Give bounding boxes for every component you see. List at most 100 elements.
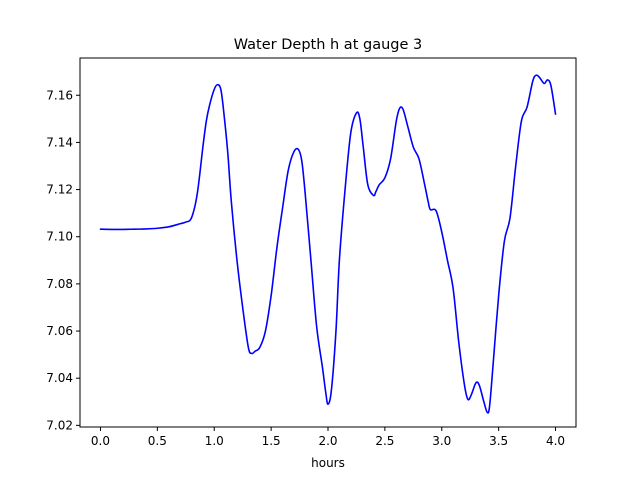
plot-area <box>80 58 576 427</box>
y-tick-label: 7.06 <box>46 324 73 338</box>
data-point <box>441 231 443 233</box>
data-point <box>539 77 541 79</box>
data-point <box>350 132 352 134</box>
data-point <box>555 113 557 115</box>
data-point <box>156 227 158 229</box>
data-point <box>310 259 312 261</box>
data-point <box>509 217 511 219</box>
x-tick-label: 0.5 <box>148 434 167 448</box>
y-tick-label: 7.08 <box>46 277 73 291</box>
x-tick-label: 1.5 <box>262 434 281 448</box>
data-point <box>251 352 253 354</box>
data-point <box>550 85 552 87</box>
series-line-water-depth <box>99 74 557 414</box>
data-point <box>242 306 244 308</box>
data-point <box>492 365 494 367</box>
data-point <box>378 184 380 186</box>
data-point <box>202 146 204 148</box>
data-point <box>276 248 278 250</box>
data-point <box>535 74 537 76</box>
data-point <box>122 228 124 230</box>
data-point <box>293 151 295 153</box>
x-tick-label: 2.5 <box>375 434 394 448</box>
data-point <box>375 191 377 193</box>
x-tick-label: 0.0 <box>91 434 110 448</box>
data-point <box>179 223 181 225</box>
data-point <box>330 389 332 391</box>
data-point <box>395 120 397 122</box>
data-point <box>399 107 401 109</box>
data-point <box>402 108 404 110</box>
plot-frame <box>79 57 577 428</box>
data-point <box>205 120 207 122</box>
data-point <box>247 347 249 349</box>
data-point <box>427 200 429 202</box>
data-point <box>543 82 545 84</box>
x-tick-label: 4.0 <box>546 434 565 448</box>
data-point <box>520 120 522 122</box>
data-point <box>407 125 409 127</box>
y-tick-label: 7.04 <box>46 371 73 385</box>
data-point <box>301 160 303 162</box>
data-point <box>547 79 549 81</box>
data-point <box>475 382 477 384</box>
data-point <box>446 259 448 261</box>
y-tick-label: 7.10 <box>46 230 73 244</box>
data-point <box>458 342 460 344</box>
data-point <box>424 184 426 186</box>
data-point <box>335 330 337 332</box>
data-point <box>435 210 437 212</box>
data-point <box>327 403 329 405</box>
data-point <box>254 350 256 352</box>
data-point <box>111 228 113 230</box>
data-point <box>344 189 346 191</box>
data-point <box>515 165 517 167</box>
x-axis-label: hours <box>311 456 345 470</box>
data-point <box>230 200 232 202</box>
data-point <box>209 104 211 106</box>
data-point <box>418 158 420 160</box>
x-tick-label: 2.0 <box>318 434 337 448</box>
data-point <box>270 295 272 297</box>
x-tick-label: 1.0 <box>205 434 224 448</box>
data-point <box>217 84 219 86</box>
data-point <box>321 365 323 367</box>
data-point <box>287 170 289 172</box>
data-point <box>185 221 187 223</box>
data-point <box>367 184 369 186</box>
data-point <box>467 398 469 400</box>
data-point <box>236 259 238 261</box>
data-point <box>259 347 261 349</box>
data-point <box>145 228 147 230</box>
data-point <box>223 118 225 120</box>
data-point <box>384 177 386 179</box>
data-point <box>532 80 534 82</box>
y-tick-label: 7.02 <box>46 418 73 432</box>
y-axis-ticks: 7.02 7.04 7.06 7.08 7.10 7.12 7.14 7.16 <box>46 88 80 432</box>
data-point <box>470 394 472 396</box>
data-point <box>526 106 528 108</box>
data-point <box>390 158 392 160</box>
data-point <box>362 146 364 148</box>
data-point <box>489 405 491 407</box>
x-axis-ticks: 0.0 0.5 1.0 1.5 2.0 2.5 3.0 3.5 4.0 <box>91 427 565 448</box>
data-point <box>478 384 480 386</box>
data-point <box>304 193 306 195</box>
data-point <box>168 226 170 228</box>
chart-title: Water Depth h at gauge 3 <box>234 37 422 53</box>
data-point <box>373 194 375 196</box>
x-tick-label: 3.0 <box>432 434 451 448</box>
y-tick-label: 7.16 <box>46 88 73 102</box>
data-point <box>134 228 136 230</box>
data-point <box>483 401 485 403</box>
data-point <box>338 259 340 261</box>
y-tick-label: 7.14 <box>46 135 73 149</box>
data-point <box>429 209 431 211</box>
data-point <box>412 146 414 148</box>
data-point <box>297 148 299 150</box>
data-point <box>325 391 327 393</box>
data-point <box>99 228 101 230</box>
data-point <box>464 384 466 386</box>
data-point <box>503 240 505 242</box>
